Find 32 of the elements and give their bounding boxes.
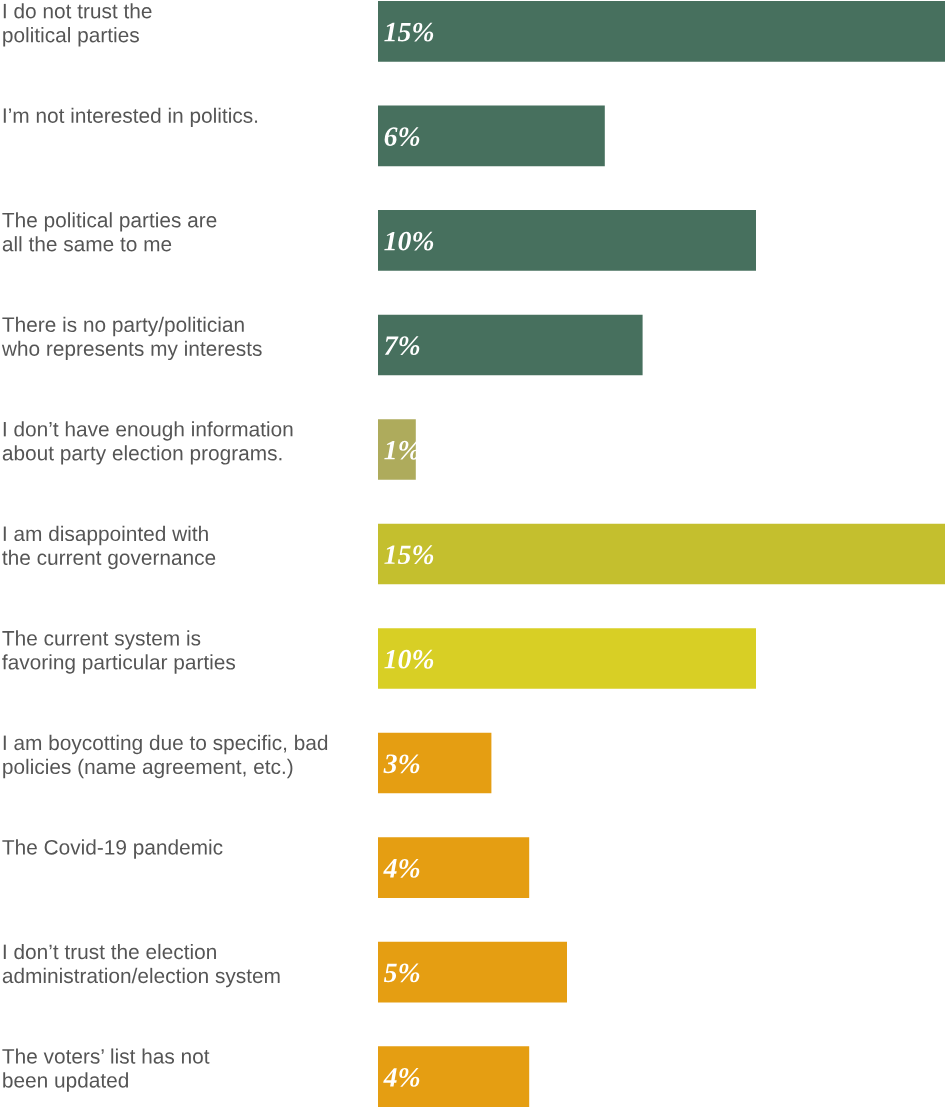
data-label: 4% bbox=[383, 1067, 420, 1087]
bar bbox=[378, 105, 605, 167]
bar bbox=[378, 837, 530, 898]
bar bbox=[378, 210, 756, 271]
y-tick-label: The Covid-19 pandemic bbox=[2, 839, 223, 859]
y-tick-label: I am boycotting due to specific, bad policies (name agreement, etc.) bbox=[3, 734, 328, 779]
bar bbox=[378, 732, 492, 794]
y-tick-label: There is no party/politician who represents my interests bbox=[1, 316, 262, 361]
bar bbox=[378, 1, 945, 62]
data-label: 10% bbox=[384, 231, 434, 251]
bar bbox=[378, 523, 945, 585]
bar bbox=[378, 419, 416, 480]
bar bbox=[378, 628, 756, 689]
y-tick-label: I don’t trust the election administration/election system bbox=[2, 943, 280, 988]
y-tick-label: I’m not interested in politics. bbox=[3, 107, 258, 128]
bar bbox=[378, 941, 567, 1003]
bar bbox=[378, 1046, 530, 1107]
data-label: 15% bbox=[384, 22, 434, 42]
data-label: 10% bbox=[384, 649, 434, 669]
data-label: 6% bbox=[384, 127, 420, 147]
y-tick-label: I do not trust the political parties bbox=[3, 3, 152, 47]
y-tick-label: The voters’ list has not been updated bbox=[2, 1048, 210, 1092]
y-tick-label: The political parties are all the same to me bbox=[2, 212, 217, 252]
data-label: 3% bbox=[383, 754, 420, 774]
y-tick-label: I don’t have enough information about party election programs. bbox=[2, 421, 293, 465]
bar bbox=[378, 314, 643, 376]
data-label: 7% bbox=[384, 336, 420, 356]
data-label: 5% bbox=[383, 963, 420, 983]
data-label: 4% bbox=[383, 858, 420, 878]
y-tick-label: I am disappointed with the current governance bbox=[2, 525, 216, 570]
y-tick-label: The current system is favoring particular parties bbox=[2, 630, 236, 674]
data-label: 15% bbox=[384, 545, 434, 565]
